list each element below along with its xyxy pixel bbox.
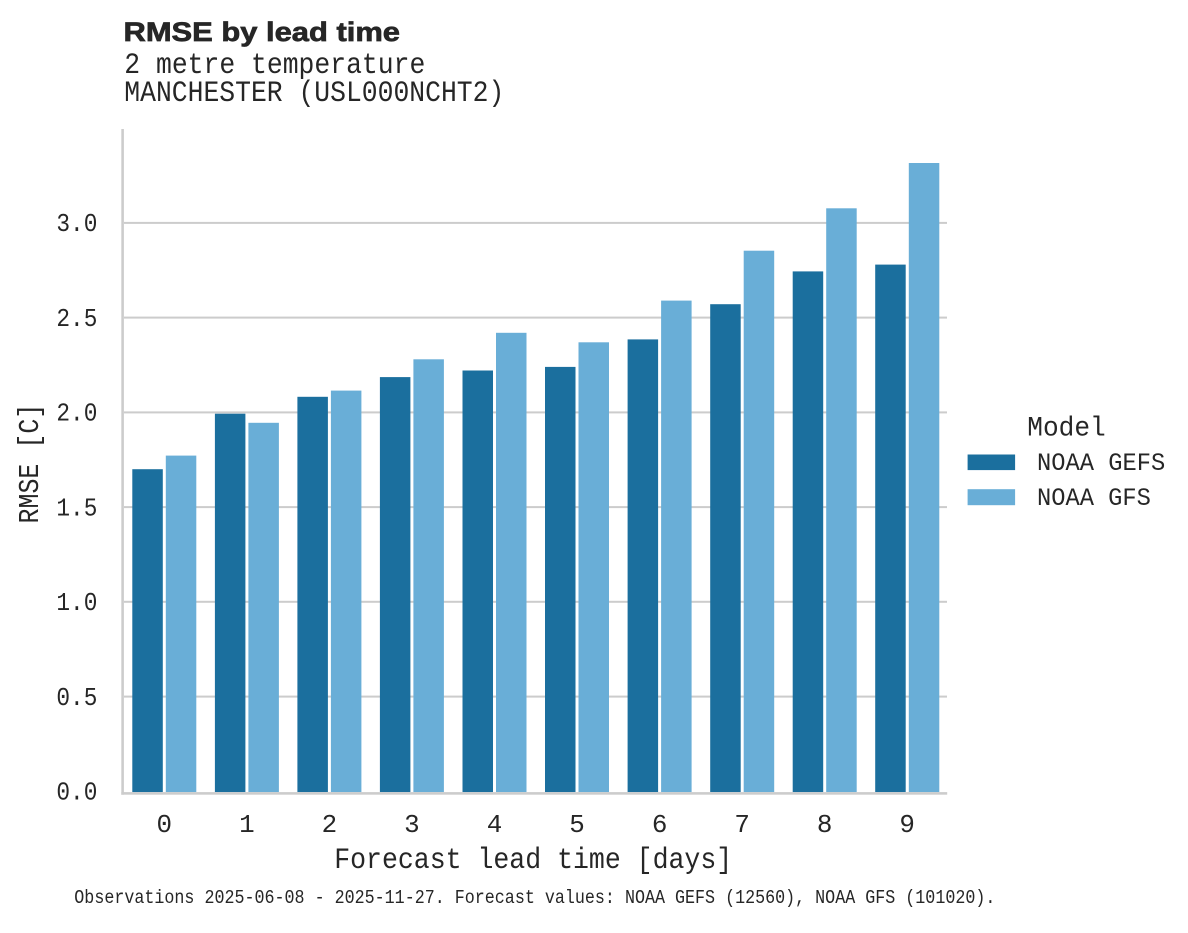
svg-text:4: 4 xyxy=(487,810,503,840)
svg-text:NOAA GFS: NOAA GFS xyxy=(1037,484,1151,513)
svg-text:5: 5 xyxy=(569,810,585,840)
svg-text:MANCHESTER (USL000NCHT2): MANCHESTER (USL000NCHT2) xyxy=(124,77,504,110)
svg-text:Forecast lead time [days]: Forecast lead time [days] xyxy=(334,844,732,877)
svg-text:0.5: 0.5 xyxy=(56,683,97,713)
svg-text:1: 1 xyxy=(239,810,255,840)
svg-text:NOAA GEFS: NOAA GEFS xyxy=(1037,449,1165,478)
svg-text:3.0: 3.0 xyxy=(56,209,97,239)
svg-text:RMSE by lead time: RMSE by lead time xyxy=(124,16,401,47)
svg-text:Observations 2025-06-08 - 2025: Observations 2025-06-08 - 2025-11-27. Fo… xyxy=(74,887,995,909)
svg-text:2: 2 xyxy=(322,810,338,840)
svg-text:2 metre temperature: 2 metre temperature xyxy=(124,49,425,82)
svg-text:9: 9 xyxy=(899,810,915,840)
svg-text:0: 0 xyxy=(157,810,173,840)
svg-text:6: 6 xyxy=(652,810,668,840)
svg-text:2.0: 2.0 xyxy=(56,399,97,429)
svg-text:7: 7 xyxy=(734,810,750,840)
svg-text:Model: Model xyxy=(1027,414,1106,445)
svg-text:RMSE [C]: RMSE [C] xyxy=(14,404,47,524)
svg-text:3: 3 xyxy=(404,810,420,840)
svg-text:8: 8 xyxy=(817,810,833,840)
svg-text:1.5: 1.5 xyxy=(56,493,97,523)
svg-text:2.5: 2.5 xyxy=(56,304,97,334)
svg-text:1.0: 1.0 xyxy=(56,588,97,618)
svg-text:0.0: 0.0 xyxy=(56,778,97,808)
